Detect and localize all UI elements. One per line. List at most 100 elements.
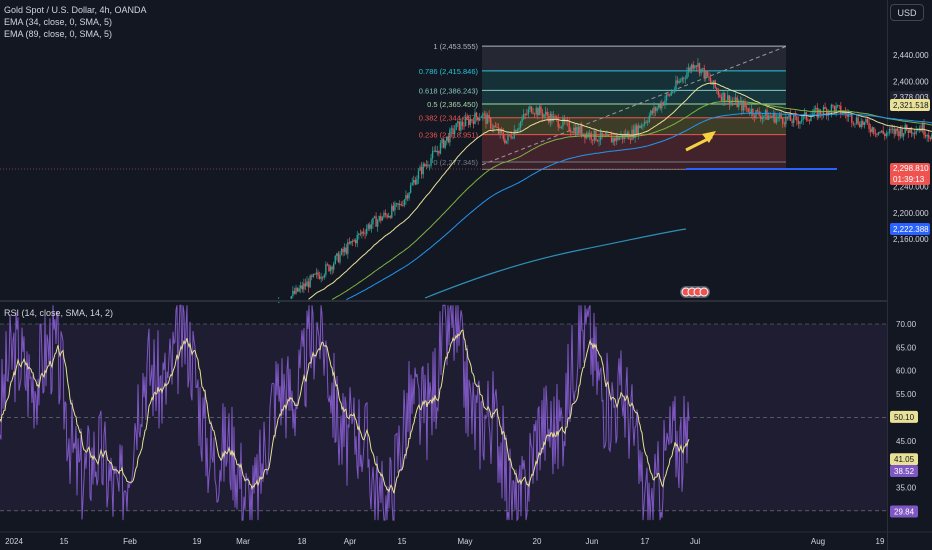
candle-body — [668, 94, 671, 96]
candle-body — [629, 139, 632, 141]
candle-body — [483, 113, 486, 115]
candle-body — [833, 105, 836, 113]
candle-body — [650, 110, 652, 116]
time-tick: 2024 — [5, 537, 23, 546]
candle-body — [727, 95, 729, 101]
candle-body — [309, 275, 311, 288]
candle-body — [306, 281, 308, 287]
candle-body — [474, 112, 476, 125]
candle-body — [825, 108, 828, 116]
fib-label: 1 (2,453.555) — [433, 42, 478, 51]
candle-body — [753, 115, 756, 118]
candle-body — [775, 117, 778, 123]
candle-body — [326, 264, 329, 266]
candle-body — [408, 192, 410, 199]
candle-body — [728, 95, 731, 105]
candle-body — [533, 113, 536, 115]
ema-slow-line — [346, 112, 932, 301]
candle-body — [720, 96, 723, 102]
candle-body — [789, 113, 792, 121]
candle-body — [411, 182, 413, 186]
candle-body — [576, 126, 578, 136]
candle-body — [304, 283, 307, 287]
candle-body — [471, 119, 473, 121]
candle-body — [559, 127, 561, 129]
candle-body — [913, 133, 916, 134]
candle-body — [703, 68, 705, 79]
candle-body — [447, 136, 450, 143]
candle-body — [901, 128, 903, 137]
candle-body — [588, 132, 591, 137]
candle-body — [342, 248, 344, 253]
ema34-legend[interactable]: EMA (34, close, 0, SMA, 5) — [4, 17, 113, 27]
candle-body — [880, 130, 883, 133]
candle-body — [510, 135, 512, 139]
candle-body — [610, 136, 613, 143]
candle-body — [328, 264, 330, 272]
rsi-tag-bg — [890, 465, 918, 478]
candle-body — [777, 116, 779, 118]
time-tick: 17 — [641, 537, 650, 546]
candle-body — [322, 277, 324, 278]
rsi-legend[interactable]: RSI (14, close, SMA, 14, 2) — [4, 308, 114, 318]
currency-button[interactable]: USD — [890, 4, 924, 21]
candle-body — [843, 111, 845, 114]
candle-body — [804, 112, 806, 115]
time-tick: 20 — [533, 537, 542, 546]
candle-body — [508, 134, 511, 136]
candle-body — [690, 64, 693, 71]
candle-body — [617, 135, 619, 140]
candle-body — [614, 137, 616, 142]
candle-body — [438, 150, 440, 154]
candle-body — [783, 123, 785, 125]
candle-body — [369, 224, 371, 229]
candle-body — [395, 203, 398, 205]
candle-body — [924, 135, 927, 137]
candle-body — [796, 116, 798, 121]
candle-body — [496, 127, 498, 128]
candle-body — [527, 109, 530, 115]
candle-body — [681, 77, 683, 81]
candle-body — [692, 64, 694, 69]
candle-body — [731, 100, 734, 102]
ema89-legend[interactable]: EMA (89, close, 0, SMA, 5) — [4, 29, 113, 39]
candle-body — [490, 118, 492, 129]
candle-body — [640, 125, 643, 128]
candle-body — [389, 216, 391, 218]
candle-body — [657, 104, 660, 108]
candle-body — [442, 139, 445, 148]
candle-body — [278, 302, 280, 304]
candle-body — [546, 111, 548, 117]
candle-body — [391, 205, 393, 218]
symbol-legend[interactable]: Gold Spot / U.S. Dollar, 4h, OANDA EMA (… — [4, 4, 147, 40]
fib-label: 0.786 (2,415.846) — [419, 67, 479, 76]
candle-body — [518, 127, 520, 130]
candle-body — [516, 129, 519, 133]
candle-body — [573, 127, 575, 134]
time-tick: Aug — [811, 537, 825, 546]
candle-body — [750, 108, 753, 114]
candle-body — [651, 110, 654, 114]
candle-body — [763, 115, 765, 117]
candle-body — [785, 116, 787, 125]
candle-body — [493, 125, 495, 129]
candle-body — [502, 132, 504, 139]
candle-body — [431, 150, 434, 159]
candle-body — [866, 119, 869, 124]
price-tick: 2,160.000 — [893, 235, 929, 244]
candle-body — [551, 113, 553, 122]
candle-body — [457, 121, 459, 124]
candle-body — [458, 121, 460, 131]
candle-body — [568, 121, 570, 131]
candle-body — [891, 128, 894, 130]
candle-body — [358, 233, 360, 235]
candle-body — [477, 117, 479, 121]
candle-body — [654, 107, 657, 111]
candle-body — [636, 125, 638, 135]
rsi-tag-bg — [890, 410, 918, 423]
candle-body — [634, 125, 636, 138]
candle-body — [480, 116, 482, 119]
candle-body — [643, 121, 646, 126]
candle-body — [365, 228, 368, 234]
